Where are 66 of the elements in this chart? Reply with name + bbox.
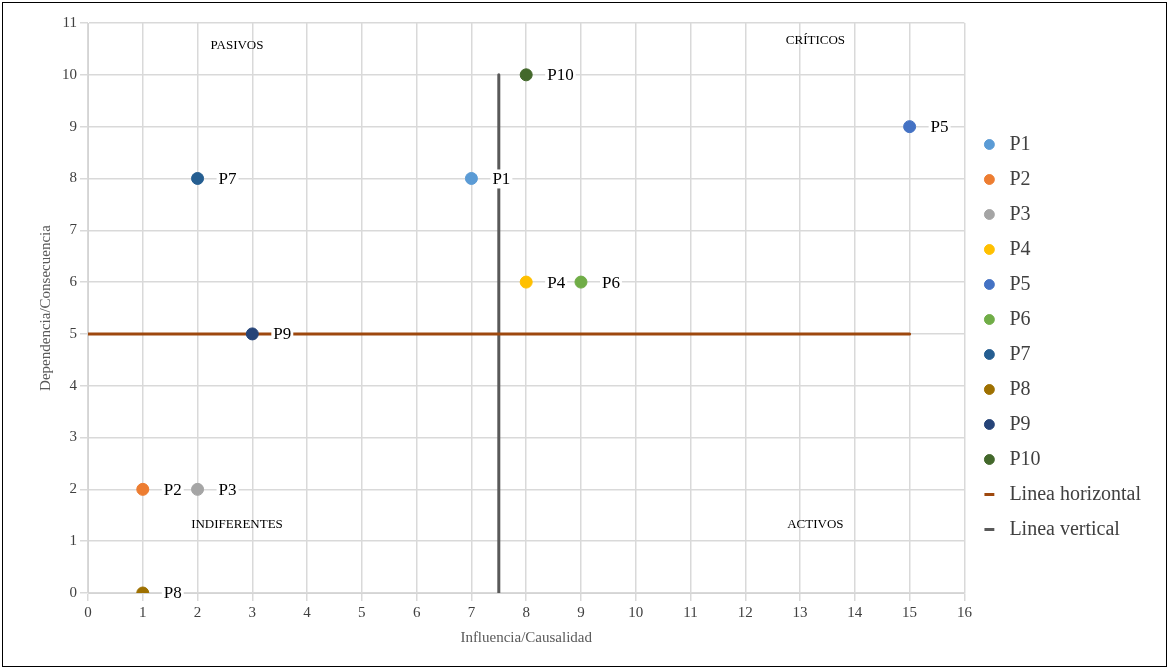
y-tick-label: 5 — [69, 324, 77, 341]
legend-label: P8 — [1009, 376, 1031, 399]
annotation: INDIFERENTES — [191, 516, 283, 532]
y-tick-label: 11 — [62, 13, 77, 30]
x-tick-label: 2 — [193, 603, 202, 620]
legend-label: P9 — [1009, 411, 1031, 434]
point — [191, 171, 205, 185]
annotation: PASIVOS — [210, 37, 264, 53]
y-tick-label: 6 — [69, 273, 78, 290]
y-tick-label: 1 — [69, 532, 77, 549]
x-tick-label: 14 — [847, 603, 863, 620]
x-tick-label: 16 — [956, 603, 973, 620]
text: P7 — [218, 168, 237, 188]
x-tick-label: 13 — [792, 603, 808, 620]
y-tick-label: 7 — [69, 221, 78, 238]
legend-label: P7 — [1009, 341, 1031, 364]
point — [464, 171, 478, 185]
x-tick-label: 6 — [412, 603, 421, 620]
point — [245, 327, 259, 341]
annotation: ACTIVOS — [787, 516, 844, 532]
x-tick-label: 9 — [577, 603, 585, 620]
text: P5 — [930, 117, 949, 137]
x-tick-label: 11 — [683, 603, 698, 620]
text: P8 — [163, 583, 182, 603]
legend-label: P2 — [1009, 166, 1031, 189]
legend-label: P4 — [1009, 236, 1031, 259]
point — [136, 482, 150, 496]
legend-label: P3 — [1009, 201, 1031, 224]
y-axis-title: Dependencia/Consecuencia — [36, 224, 53, 391]
legend-label: P5 — [1009, 271, 1031, 294]
text: P1 — [492, 168, 511, 188]
text: P6 — [601, 272, 620, 292]
legend-label: P1 — [1009, 131, 1031, 154]
text: P4 — [547, 272, 566, 292]
x-tick-label: 1 — [139, 603, 147, 620]
y-tick-label: 10 — [62, 65, 77, 82]
y-tick-label: 2 — [69, 480, 77, 497]
legend-label: P6 — [1009, 306, 1031, 329]
x-axis-title: Influencia/Causalidad — [460, 628, 593, 645]
x-tick-label: 3 — [248, 603, 257, 620]
x-tick-label: 4 — [303, 603, 312, 620]
y-tick-label: 4 — [69, 376, 78, 393]
x-tick-label: 10 — [628, 603, 644, 620]
point — [903, 120, 917, 134]
point — [519, 275, 533, 289]
text: P2 — [163, 479, 182, 499]
x-tick-label: 5 — [358, 603, 366, 620]
x-tick-label: 8 — [522, 603, 530, 620]
x-tick-label: 15 — [902, 603, 918, 620]
y-tick-label: 0 — [69, 583, 77, 600]
legend-label: P10 — [1009, 446, 1041, 469]
x-tick-label: 12 — [737, 603, 753, 620]
x-tick-label: 7 — [467, 603, 476, 620]
text: P3 — [218, 479, 237, 499]
point — [519, 68, 533, 82]
point — [191, 482, 205, 496]
text: P10 — [547, 65, 574, 85]
y-tick-label: 9 — [69, 117, 77, 134]
y-tick-label: 8 — [69, 169, 77, 186]
point — [574, 275, 588, 289]
legend-label: Linea horizontal — [1009, 481, 1142, 504]
text: P9 — [273, 324, 292, 344]
annotation: CRÍTICOS — [785, 31, 846, 47]
x-tick-label: 0 — [84, 603, 92, 620]
legend-label: Linea vertical — [1009, 516, 1121, 539]
y-tick-label: 3 — [69, 428, 77, 445]
